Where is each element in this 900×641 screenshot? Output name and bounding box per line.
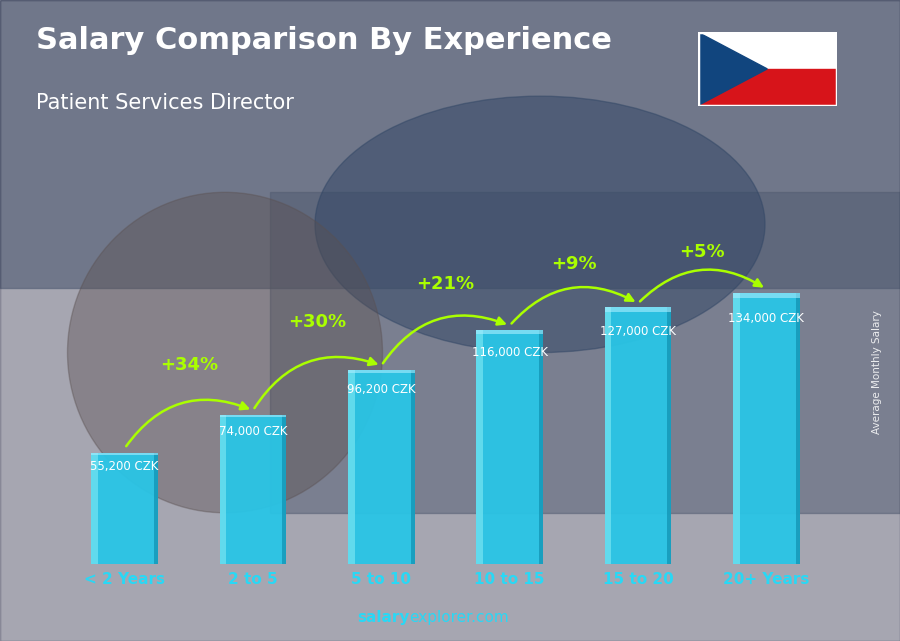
Bar [220, 415, 286, 564]
Bar [796, 293, 800, 564]
Text: 134,000 CZK: 134,000 CZK [728, 312, 805, 325]
Bar [91, 453, 158, 564]
Text: +30%: +30% [288, 313, 346, 331]
Text: +9%: +9% [551, 255, 597, 273]
Bar [348, 370, 355, 564]
Bar [668, 308, 671, 564]
Text: 96,200 CZK: 96,200 CZK [347, 383, 416, 396]
Text: Salary Comparison By Experience: Salary Comparison By Experience [36, 26, 612, 54]
Bar [154, 453, 158, 564]
Bar [605, 308, 671, 312]
Bar [220, 415, 286, 417]
Text: 127,000 CZK: 127,000 CZK [600, 326, 676, 338]
Bar [348, 370, 415, 564]
Text: explorer.com: explorer.com [410, 610, 509, 625]
Polygon shape [698, 32, 767, 106]
Text: 55,200 CZK: 55,200 CZK [90, 460, 158, 473]
Text: 116,000 CZK: 116,000 CZK [472, 346, 548, 359]
Bar [698, 69, 837, 106]
Bar [348, 370, 415, 373]
Bar [733, 293, 800, 298]
Bar [539, 329, 543, 564]
Bar [410, 370, 415, 564]
Bar [91, 453, 98, 564]
Ellipse shape [315, 96, 765, 353]
Bar [220, 415, 226, 564]
Ellipse shape [68, 192, 382, 513]
Bar [476, 329, 483, 564]
Bar [0, 0, 900, 288]
Text: salary: salary [357, 610, 410, 625]
Text: +34%: +34% [159, 356, 218, 374]
Text: Average Monthly Salary: Average Monthly Salary [872, 310, 883, 434]
Text: +5%: +5% [680, 244, 725, 262]
Text: Patient Services Director: Patient Services Director [36, 93, 294, 113]
Text: +21%: +21% [417, 276, 474, 294]
Bar [605, 308, 611, 564]
Bar [698, 32, 837, 69]
Bar [476, 329, 543, 334]
Bar [270, 192, 900, 513]
Bar [605, 308, 671, 564]
Bar [733, 293, 800, 564]
Bar [91, 453, 158, 454]
Text: 74,000 CZK: 74,000 CZK [219, 425, 287, 438]
Bar [283, 415, 286, 564]
Bar [733, 293, 740, 564]
Bar [476, 329, 543, 564]
